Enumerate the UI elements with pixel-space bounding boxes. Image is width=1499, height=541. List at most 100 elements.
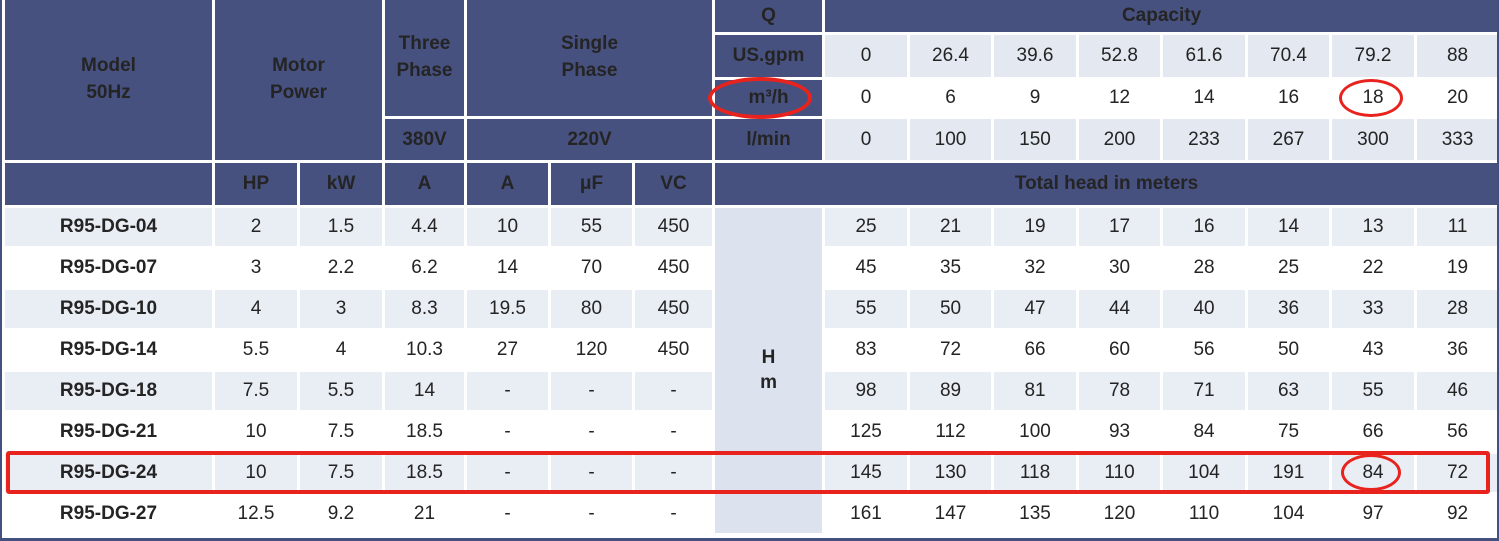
flow-value-cell: 79.2 bbox=[1332, 35, 1415, 77]
motor-power-line2: Power bbox=[269, 82, 328, 103]
head-cell: 118 bbox=[994, 454, 1077, 492]
spec-cell: 5.5 bbox=[300, 372, 382, 410]
spec-cell: - bbox=[551, 454, 632, 492]
flow-row-lmin: 380V 220V l/min 0 100 150 200 233 267 30… bbox=[5, 119, 1497, 160]
head-cell: 28 bbox=[1417, 290, 1497, 328]
spec-cell: 2.2 bbox=[300, 249, 382, 287]
single-phase-line2: Phase bbox=[561, 60, 618, 81]
flow-row-usgpm: US.gpm 0 26.4 39.6 52.8 61.6 70.4 79.2 8… bbox=[5, 35, 1497, 77]
spec-cell: 27 bbox=[467, 331, 548, 369]
head-cell: 104 bbox=[1248, 495, 1330, 533]
model-header-line1: Model bbox=[81, 55, 136, 77]
flow-value-cell: 100 bbox=[910, 119, 992, 160]
head-cell: 66 bbox=[994, 331, 1077, 369]
model-cell: R95-DG-07 bbox=[5, 249, 212, 287]
head-cell: 21 bbox=[910, 208, 992, 246]
spec-cell: 7.5 bbox=[215, 372, 297, 410]
head-cell: 98 bbox=[825, 372, 908, 410]
capacity-header-cell: Capacity bbox=[825, 0, 1497, 32]
spec-cell: 5.5 bbox=[215, 331, 297, 369]
head-cell: 25 bbox=[825, 208, 908, 246]
subheader-hp: HP bbox=[215, 163, 297, 205]
spec-cell: 450 bbox=[635, 249, 713, 287]
flow-value-cell: 9 bbox=[994, 80, 1077, 116]
flow-value-cell: 52.8 bbox=[1079, 35, 1161, 77]
spec-cell: 19.5 bbox=[467, 290, 548, 328]
head-unit-line1: H bbox=[761, 346, 776, 368]
head-cell: 89 bbox=[910, 372, 992, 410]
subheader-kw: kW bbox=[300, 163, 382, 205]
flow-value-cell: 61.6 bbox=[1163, 35, 1246, 77]
head-cell: 28 bbox=[1163, 249, 1246, 287]
spec-cell: 450 bbox=[635, 290, 713, 328]
head-cell: 19 bbox=[994, 208, 1077, 246]
flow-value-cell: 6 bbox=[910, 80, 992, 116]
head-cell: 75 bbox=[1248, 413, 1330, 451]
spec-cell: 18.5 bbox=[385, 454, 464, 492]
subheader-vc: VC bbox=[635, 163, 713, 205]
spec-cell: - bbox=[467, 454, 548, 492]
spec-cell: 14 bbox=[385, 372, 464, 410]
spec-cell: 3 bbox=[300, 290, 382, 328]
head-cell: 45 bbox=[825, 249, 908, 287]
single-phase-voltage-cell: 220V bbox=[467, 119, 713, 160]
head-cell: 32 bbox=[994, 249, 1077, 287]
head-cell: 72 bbox=[1417, 454, 1497, 492]
head-cell: 130 bbox=[910, 454, 992, 492]
total-head-header-cell: Total head in meters bbox=[715, 163, 1497, 205]
spec-cell: 10 bbox=[215, 454, 297, 492]
model-header-line2: 50Hz bbox=[86, 82, 131, 103]
head-cell: 17 bbox=[1079, 208, 1161, 246]
motor-power-line1: Motor bbox=[272, 55, 325, 77]
model-cell: R95-DG-14 bbox=[5, 331, 212, 369]
spec-cell: - bbox=[551, 413, 632, 451]
flow-unit-cell: US.gpm bbox=[715, 35, 823, 77]
spec-cell: 14 bbox=[467, 249, 548, 287]
flow-value-cell: 333 bbox=[1417, 119, 1497, 160]
head-cell: 84 bbox=[1163, 413, 1246, 451]
head-cell: 110 bbox=[1079, 454, 1161, 492]
head-cell: 97 bbox=[1332, 495, 1415, 533]
spec-cell: - bbox=[635, 495, 713, 533]
head-cell: 100 bbox=[994, 413, 1077, 451]
flow-value-cell: 233 bbox=[1163, 119, 1246, 160]
flow-value-cell: 200 bbox=[1079, 119, 1161, 160]
spec-cell: - bbox=[635, 454, 713, 492]
head-cell: 47 bbox=[994, 290, 1077, 328]
flow-value-cell: 14 bbox=[1163, 80, 1246, 116]
head-cell: 120 bbox=[1079, 495, 1161, 533]
spec-cell: - bbox=[551, 372, 632, 410]
table-row-r95-dg-14: R95-DG-14 5.5 4 10.3 27 120 450 83 72 66… bbox=[5, 331, 1497, 369]
flow-value-cell: 39.6 bbox=[994, 35, 1077, 77]
flow-value-cell: 300 bbox=[1332, 119, 1415, 160]
flow-value-cell: 0 bbox=[825, 119, 908, 160]
head-cell: 78 bbox=[1079, 372, 1161, 410]
spec-cell: 8.3 bbox=[385, 290, 464, 328]
head-cell: 63 bbox=[1248, 372, 1330, 410]
head-cell: 110 bbox=[1163, 495, 1246, 533]
head-cell: 14 bbox=[1248, 208, 1330, 246]
spec-cell: - bbox=[635, 372, 713, 410]
spec-cell: 9.2 bbox=[300, 495, 382, 533]
flow-value-cell: 267 bbox=[1248, 119, 1330, 160]
flow-value-cell: 26.4 bbox=[910, 35, 992, 77]
flow-value-cell: 0 bbox=[825, 80, 908, 116]
table-row-r95-dg-07: R95-DG-07 3 2.2 6.2 14 70 450 45 35 32 3… bbox=[5, 249, 1497, 287]
flow-value-cell: 16 bbox=[1248, 80, 1330, 116]
model-header-cell: Model 50Hz bbox=[5, 0, 212, 160]
spec-cell: 80 bbox=[551, 290, 632, 328]
spec-cell: 55 bbox=[551, 208, 632, 246]
spec-cell: - bbox=[467, 372, 548, 410]
q-header-cell: Q bbox=[715, 0, 823, 32]
flow-value-cell: 20 bbox=[1417, 80, 1497, 116]
table-row-r95-dg-10: R95-DG-10 4 3 8.3 19.5 80 450 55 50 47 4… bbox=[5, 290, 1497, 328]
spec-cell: 12.5 bbox=[215, 495, 297, 533]
head-cell: 22 bbox=[1332, 249, 1415, 287]
head-cell: 147 bbox=[910, 495, 992, 533]
flow-value-cell: 12 bbox=[1079, 80, 1161, 116]
spec-cell: 6.2 bbox=[385, 249, 464, 287]
head-cell: 40 bbox=[1163, 290, 1246, 328]
head-cell: 60 bbox=[1079, 331, 1161, 369]
head-cell: 71 bbox=[1163, 372, 1246, 410]
single-phase-line1: Single bbox=[561, 33, 619, 55]
